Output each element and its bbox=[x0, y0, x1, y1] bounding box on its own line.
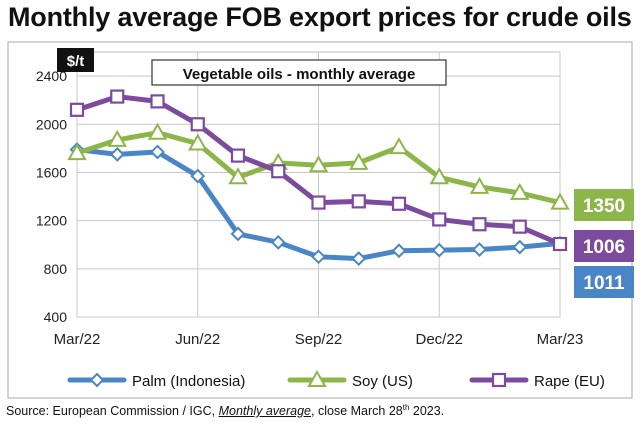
data-point bbox=[110, 89, 125, 104]
end-value-label: 1006 bbox=[583, 237, 625, 258]
data-point bbox=[308, 155, 329, 173]
source-sup: th bbox=[402, 403, 410, 412]
data-point bbox=[510, 182, 530, 200]
data-point bbox=[391, 196, 407, 211]
data-point bbox=[349, 152, 369, 170]
data-point bbox=[147, 122, 168, 140]
end-value-label: 1350 bbox=[583, 196, 625, 217]
end-value-box bbox=[574, 230, 634, 262]
data-point bbox=[432, 212, 447, 227]
data-point bbox=[550, 192, 570, 210]
end-value-label: 1011 bbox=[583, 273, 625, 294]
data-point bbox=[429, 167, 449, 185]
data-point bbox=[307, 369, 327, 387]
data-point bbox=[389, 137, 409, 155]
source-note: Source: European Commission / IGC, Month… bbox=[6, 403, 444, 418]
data-point bbox=[351, 194, 366, 209]
data-point bbox=[230, 148, 246, 163]
data-point bbox=[89, 372, 105, 388]
data-point bbox=[491, 372, 507, 388]
y-tick-label: 2400 bbox=[36, 68, 67, 84]
data-point bbox=[351, 251, 367, 266]
source-suffix: 2023. bbox=[409, 404, 445, 419]
x-tick-label: Sep/22 bbox=[295, 331, 343, 348]
data-point bbox=[188, 133, 208, 151]
y-tick-label: 1600 bbox=[36, 164, 67, 180]
chart-title: Vegetable oils - monthly average bbox=[183, 66, 416, 83]
end-value-box bbox=[574, 266, 634, 298]
legend-item: Soy (US) bbox=[287, 369, 413, 390]
legend-label: Soy (US) bbox=[352, 373, 413, 390]
data-point bbox=[190, 168, 206, 184]
legend-label: Palm (Indonesia) bbox=[132, 373, 245, 390]
y-tick-label: 1200 bbox=[36, 213, 67, 229]
y-tick-label: 400 bbox=[44, 309, 68, 325]
data-point bbox=[512, 219, 527, 234]
data-point bbox=[552, 236, 568, 252]
data-point bbox=[190, 117, 205, 132]
series-soy-us bbox=[67, 122, 570, 210]
source-prefix: Source: European Commission / IGC, bbox=[6, 404, 219, 419]
data-point bbox=[69, 102, 85, 117]
chart-main-title: Monthly average FOB export prices for cr… bbox=[8, 2, 632, 32]
data-point bbox=[150, 94, 165, 109]
x-tick-label: Mar/22 bbox=[54, 331, 101, 348]
data-point bbox=[311, 195, 326, 210]
x-tick-label: Mar/23 bbox=[537, 331, 584, 348]
data-point bbox=[228, 167, 248, 185]
data-point bbox=[469, 176, 490, 194]
end-value-box bbox=[574, 189, 634, 221]
data-point bbox=[107, 129, 127, 147]
data-point bbox=[311, 249, 326, 265]
unit-label: $/t bbox=[67, 53, 85, 70]
data-point bbox=[67, 143, 87, 161]
data-point bbox=[472, 217, 487, 232]
series-rape-eu bbox=[69, 89, 568, 252]
chart-title-box bbox=[151, 59, 447, 86]
data-point bbox=[271, 164, 286, 179]
legend-item: Rape (EU) bbox=[469, 372, 605, 390]
x-tick-label: Dec/22 bbox=[415, 331, 463, 348]
data-point bbox=[150, 144, 165, 160]
legend-item: Palm (Indonesia) bbox=[67, 372, 245, 390]
data-point bbox=[431, 242, 447, 258]
source-italic: Monthly average bbox=[218, 404, 312, 419]
x-tick-label: Jun/22 bbox=[175, 331, 220, 348]
legend-label: Rape (EU) bbox=[534, 373, 605, 390]
unit-badge bbox=[57, 48, 94, 72]
data-point bbox=[472, 242, 487, 257]
y-tick-label: 2000 bbox=[36, 116, 67, 132]
source-middle: , close March 28 bbox=[311, 404, 403, 419]
data-point bbox=[230, 226, 246, 242]
data-point bbox=[391, 243, 407, 259]
data-point bbox=[270, 234, 286, 250]
data-point bbox=[512, 239, 528, 255]
y-tick-label: 800 bbox=[44, 261, 68, 277]
data-point bbox=[109, 146, 125, 162]
